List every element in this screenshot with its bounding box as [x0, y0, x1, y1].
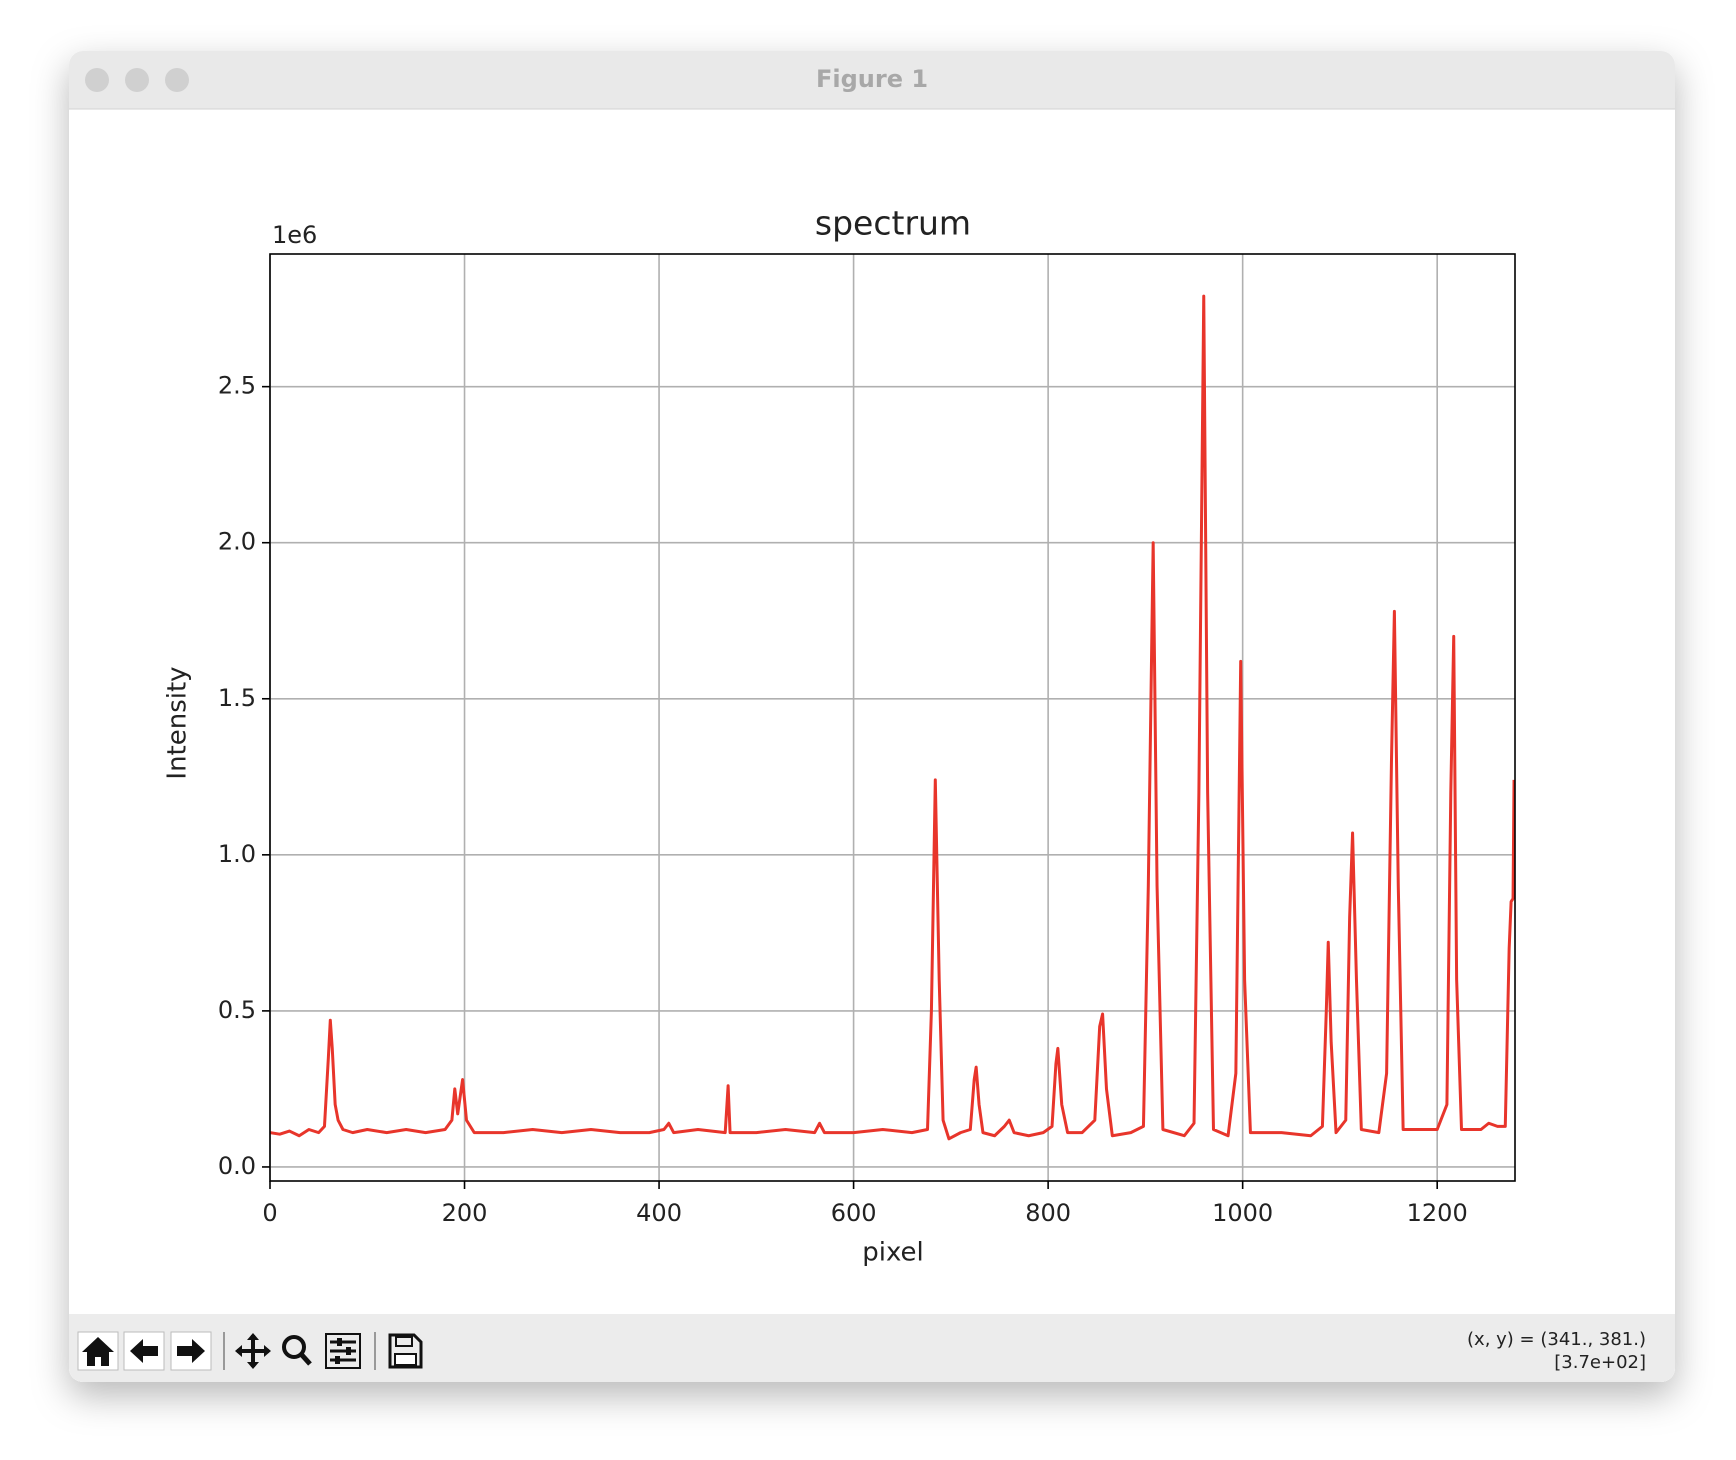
title-bar [69, 51, 1675, 109]
spectrum-line [270, 294, 1515, 1141]
close-button[interactable] [85, 68, 109, 92]
window [69, 51, 1675, 1382]
x-tick-label: 1200 [1407, 1199, 1468, 1227]
x-tick-label: 200 [442, 1199, 488, 1227]
x-tick-label: 1000 [1212, 1199, 1273, 1227]
forward-button[interactable] [170, 1331, 212, 1371]
back-button[interactable] [123, 1331, 165, 1371]
y-axis-label: Intensity [163, 666, 193, 779]
x-axis-label: pixel [862, 1238, 924, 1268]
x-tick-label: 800 [1025, 1199, 1071, 1227]
minimize-button[interactable] [125, 68, 149, 92]
y-tick-label: 2.5 [218, 372, 256, 400]
y-tick-label: 1.0 [218, 840, 256, 868]
configure-button[interactable] [325, 1333, 361, 1369]
home-button[interactable] [77, 1331, 119, 1371]
toolbar [69, 1314, 1675, 1382]
y-tick-label: 1.5 [218, 684, 256, 712]
zoom-tool-button[interactable] [282, 1335, 312, 1366]
plot-frame [269, 253, 1516, 1182]
y-offset-label: 1e6 [272, 221, 317, 249]
chart-title: spectrum [815, 204, 971, 243]
y-tick-label: 0.5 [218, 996, 256, 1024]
status-value: [3.7e+02] [1554, 1352, 1646, 1373]
toolbar-icons [77, 1331, 423, 1371]
x-tick-label: 400 [636, 1199, 682, 1227]
zoom-button[interactable] [165, 68, 189, 92]
x-tick-label: 600 [831, 1199, 877, 1227]
pan-button[interactable] [235, 1333, 271, 1369]
window-title: Figure 1 [816, 65, 928, 93]
status-coordinates: (x, y) = (341., 381.) [1467, 1329, 1646, 1350]
y-tick-label: 2.0 [218, 528, 256, 556]
save-button[interactable] [388, 1333, 423, 1369]
y-tick-label: 0.0 [218, 1152, 256, 1180]
x-tick-label: 0 [262, 1199, 277, 1227]
